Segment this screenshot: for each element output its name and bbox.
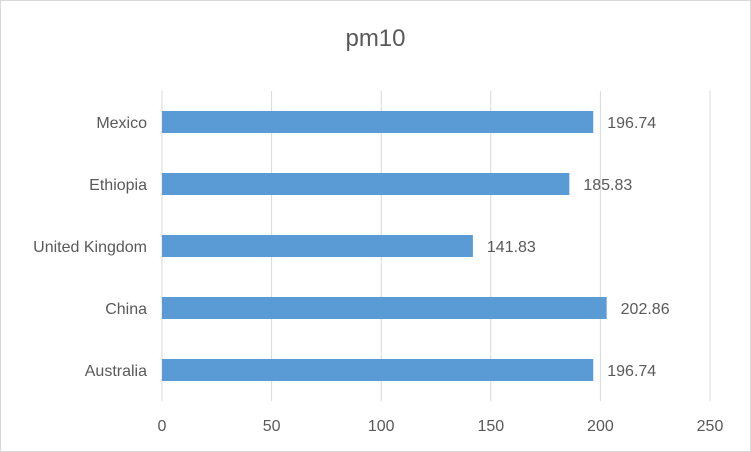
category-label: Australia <box>85 363 147 380</box>
bar <box>162 173 570 195</box>
bar <box>162 297 607 319</box>
x-tick-label: 200 <box>587 418 614 435</box>
data-label: 141.83 <box>487 239 536 256</box>
bar <box>162 235 473 257</box>
x-tick-label: 50 <box>263 418 281 435</box>
data-label: 196.74 <box>607 115 656 132</box>
data-label: 185.83 <box>583 177 632 194</box>
bar <box>162 111 594 133</box>
category-label: Ethiopia <box>89 177 147 194</box>
data-label: 196.74 <box>607 363 656 380</box>
category-label: Mexico <box>96 115 147 132</box>
bar <box>162 359 594 381</box>
category-label: China <box>105 301 147 318</box>
x-tick-label: 100 <box>368 418 395 435</box>
x-tick-label: 250 <box>697 418 724 435</box>
x-tick-label: 150 <box>477 418 504 435</box>
data-label: 202.86 <box>621 301 670 318</box>
x-tick-label: 0 <box>158 418 167 435</box>
category-label: United Kingdom <box>33 239 147 256</box>
chart-title: pm10 <box>345 25 406 52</box>
